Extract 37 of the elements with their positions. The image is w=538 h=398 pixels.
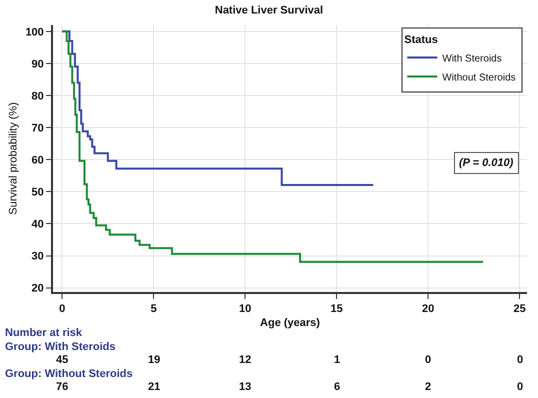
y-tick-label: 30 — [32, 250, 44, 263]
y-tick-label: 60 — [32, 154, 44, 166]
y-tick-label: 40 — [32, 218, 44, 231]
legend-label: Without Steroids — [442, 72, 516, 84]
x-tick-label: 10 — [239, 303, 252, 316]
x-tick-label: 0 — [59, 303, 66, 316]
text: 0 — [425, 354, 432, 366]
text: 76 — [56, 381, 68, 393]
y-tick-label: 80 — [32, 90, 44, 102]
text: 21 — [148, 381, 160, 393]
text: 45 — [56, 354, 68, 366]
text: 13 — [239, 381, 252, 393]
y-tick-label: 20 — [32, 282, 44, 295]
text: Group: With Steroids — [5, 341, 116, 353]
x-tick-label: 20 — [422, 303, 434, 316]
text: Number at risk — [5, 327, 83, 339]
x-tick-label: 5 — [150, 303, 157, 316]
text: 0 — [517, 354, 524, 366]
y-tick-label: 100 — [25, 26, 44, 38]
y-tick-label: 90 — [32, 58, 44, 70]
annotation: (P = 0.010) — [459, 157, 514, 169]
y-tick-label: 70 — [32, 122, 44, 134]
chart-title: Native Liver Survival — [214, 4, 324, 17]
text: 2 — [425, 381, 432, 393]
text: Group: Without Steroids — [5, 368, 133, 380]
text: 19 — [148, 354, 160, 366]
text: 6 — [334, 381, 340, 393]
text: 0 — [517, 381, 524, 393]
text: 12 — [239, 354, 252, 366]
y-tick-label: 50 — [32, 186, 44, 199]
legend-title: Status — [404, 34, 438, 46]
legend-label: With Steroids — [442, 53, 502, 64]
x-axis-title: Age (years) — [260, 316, 320, 329]
x-tick-label: 15 — [330, 303, 343, 316]
text: 1 — [334, 354, 340, 366]
y-axis-title: Survival probability (%) — [8, 102, 20, 215]
x-tick-label: 25 — [514, 303, 526, 316]
